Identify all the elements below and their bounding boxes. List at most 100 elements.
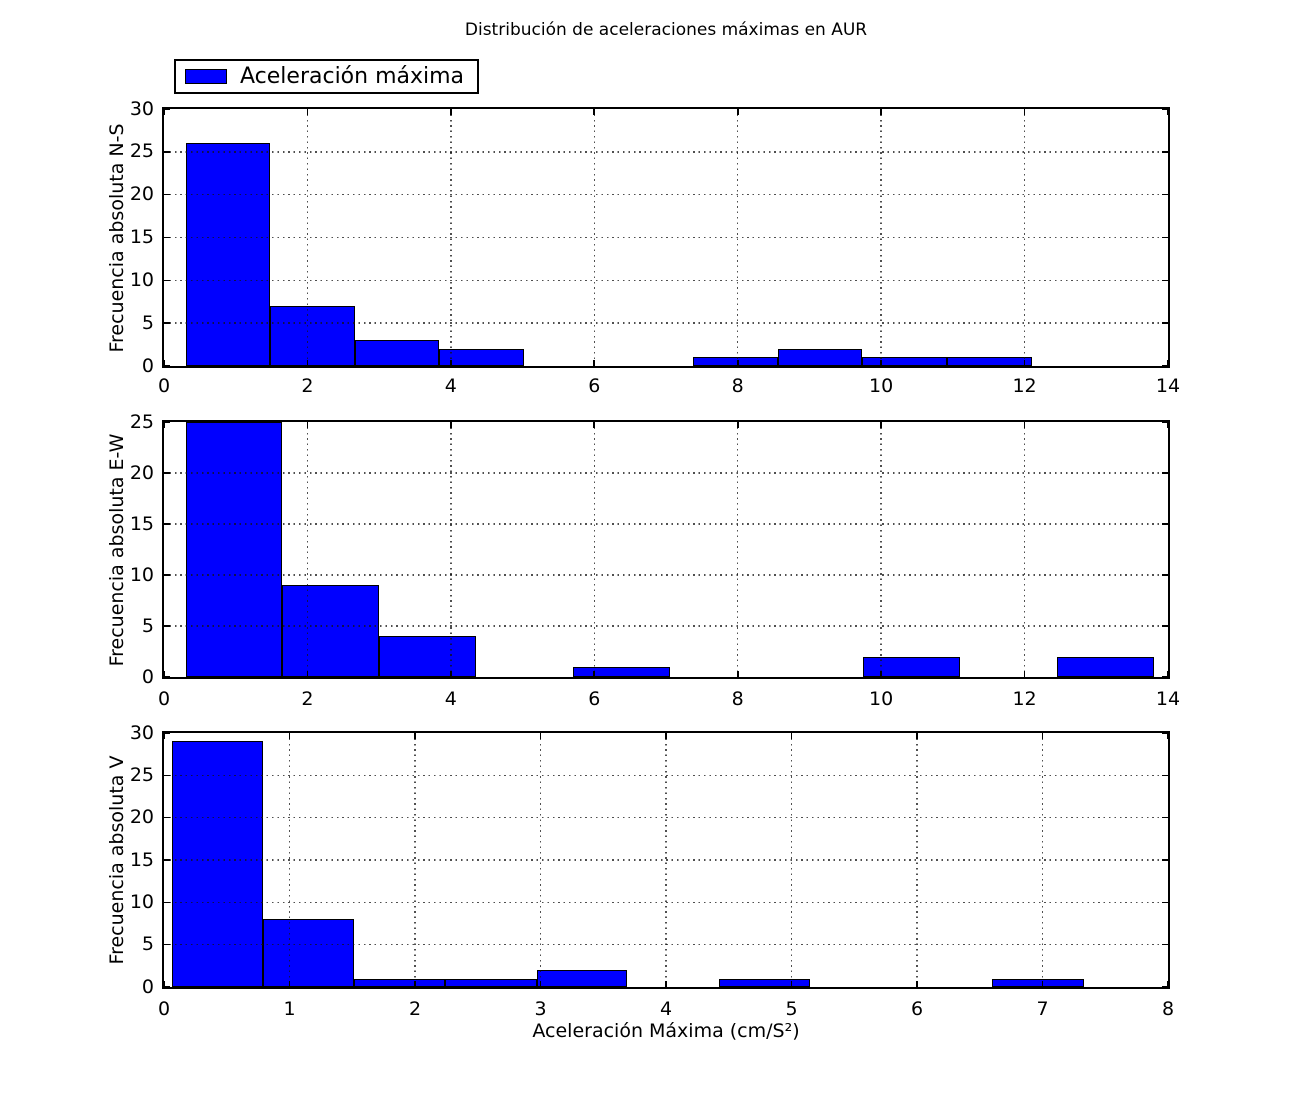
histogram-bar	[572, 666, 670, 677]
tick-mark	[880, 109, 882, 115]
tick-mark	[164, 676, 170, 678]
tick-mark	[790, 981, 793, 987]
x-tick-label: 0	[157, 688, 171, 710]
tick-mark	[164, 193, 170, 196]
y-tick-label: 25	[129, 763, 154, 786]
tick-mark	[414, 733, 416, 739]
gridline-y	[164, 236, 1168, 239]
y-tick-label: 25	[129, 140, 154, 163]
histogram-bar	[353, 978, 446, 987]
tick-mark	[1162, 943, 1168, 946]
legend-label: Aceleración máxima	[240, 64, 465, 89]
y-tick-label: 15	[129, 512, 154, 535]
x-tick-label: 8	[731, 688, 744, 710]
tick-mark	[1167, 360, 1169, 366]
tick-mark	[306, 109, 309, 115]
tick-mark	[539, 733, 542, 739]
tick-mark	[164, 279, 170, 282]
gridline-y	[164, 523, 1168, 525]
tick-mark	[1162, 236, 1168, 239]
histogram-bar	[270, 306, 355, 366]
tick-mark	[1167, 981, 1169, 987]
axes-n-s	[162, 107, 1170, 368]
tick-mark	[164, 108, 170, 110]
tick-mark	[1023, 360, 1026, 366]
tick-mark	[880, 671, 882, 677]
y-axis-label: Frecuencia absoluta E-W	[106, 433, 128, 666]
tick-mark	[164, 365, 170, 367]
tick-mark	[164, 574, 170, 576]
gridline-x	[737, 422, 739, 677]
tick-mark	[1162, 523, 1168, 525]
tick-mark	[164, 523, 170, 525]
gridline-y	[164, 816, 1168, 819]
tick-mark	[736, 109, 739, 115]
y-tick-label: 25	[129, 410, 154, 433]
tick-mark	[1162, 774, 1168, 777]
axes-e-w	[162, 420, 1170, 679]
x-tick-label: 0	[157, 375, 171, 397]
gridline-x	[880, 422, 882, 677]
tick-mark	[164, 151, 170, 153]
tick-mark	[163, 981, 165, 987]
tick-mark	[1041, 981, 1044, 987]
tick-mark	[593, 671, 596, 677]
tick-mark	[288, 733, 291, 739]
tick-mark	[450, 360, 452, 366]
tick-mark	[163, 109, 165, 115]
tick-mark	[1162, 472, 1168, 474]
x-tick-label: 2	[408, 998, 422, 1020]
tick-mark	[164, 943, 170, 946]
histogram-bar	[354, 340, 440, 366]
tick-mark	[1162, 193, 1168, 196]
histogram-bar	[379, 636, 476, 677]
tick-mark	[164, 421, 170, 423]
x-tick-label: 14	[1155, 688, 1181, 710]
histogram-bar	[171, 741, 264, 987]
tick-mark	[164, 732, 170, 734]
x-tick-label: 4	[444, 688, 457, 710]
tick-mark	[164, 322, 170, 324]
x-tick-label: 3	[534, 998, 547, 1020]
histogram-bar	[1056, 656, 1154, 677]
tick-mark	[164, 236, 170, 239]
gridline-y	[164, 322, 1168, 324]
gridline-y	[164, 943, 1168, 946]
tick-mark	[1162, 574, 1168, 576]
tick-mark	[1162, 816, 1168, 819]
tick-mark	[450, 422, 452, 428]
y-tick-label: 10	[129, 563, 154, 586]
y-tick-label: 5	[141, 614, 154, 637]
gridline-x	[1023, 422, 1026, 677]
tick-mark	[164, 472, 170, 474]
x-tick-label: 6	[588, 375, 601, 397]
histogram-bar	[185, 143, 271, 366]
tick-mark	[916, 733, 918, 739]
tick-mark	[1162, 986, 1168, 988]
y-tick-label: 0	[141, 354, 154, 377]
tick-mark	[164, 774, 170, 777]
x-tick-label: 2	[301, 688, 314, 710]
histogram-bar	[947, 357, 1032, 366]
x-tick-label: 12	[1012, 688, 1037, 710]
y-tick-label: 10	[129, 268, 154, 291]
tick-mark	[880, 360, 882, 366]
gridline-x	[306, 422, 309, 677]
tick-mark	[164, 986, 170, 988]
tick-mark	[1167, 733, 1169, 739]
tick-mark	[163, 360, 165, 366]
axes-v	[162, 731, 1170, 989]
tick-mark	[1162, 732, 1168, 734]
y-tick-label: 5	[141, 311, 154, 334]
histogram-bar	[777, 348, 863, 366]
tick-mark	[306, 360, 309, 366]
tick-mark	[1162, 279, 1168, 282]
tick-mark	[1023, 422, 1026, 428]
y-tick-label: 20	[129, 461, 154, 484]
x-tick-label: 14	[1155, 375, 1181, 397]
x-tick-label: 12	[1012, 375, 1037, 397]
tick-mark	[1162, 108, 1168, 110]
histogram-bar	[282, 585, 380, 677]
y-tick-label: 15	[129, 226, 154, 248]
